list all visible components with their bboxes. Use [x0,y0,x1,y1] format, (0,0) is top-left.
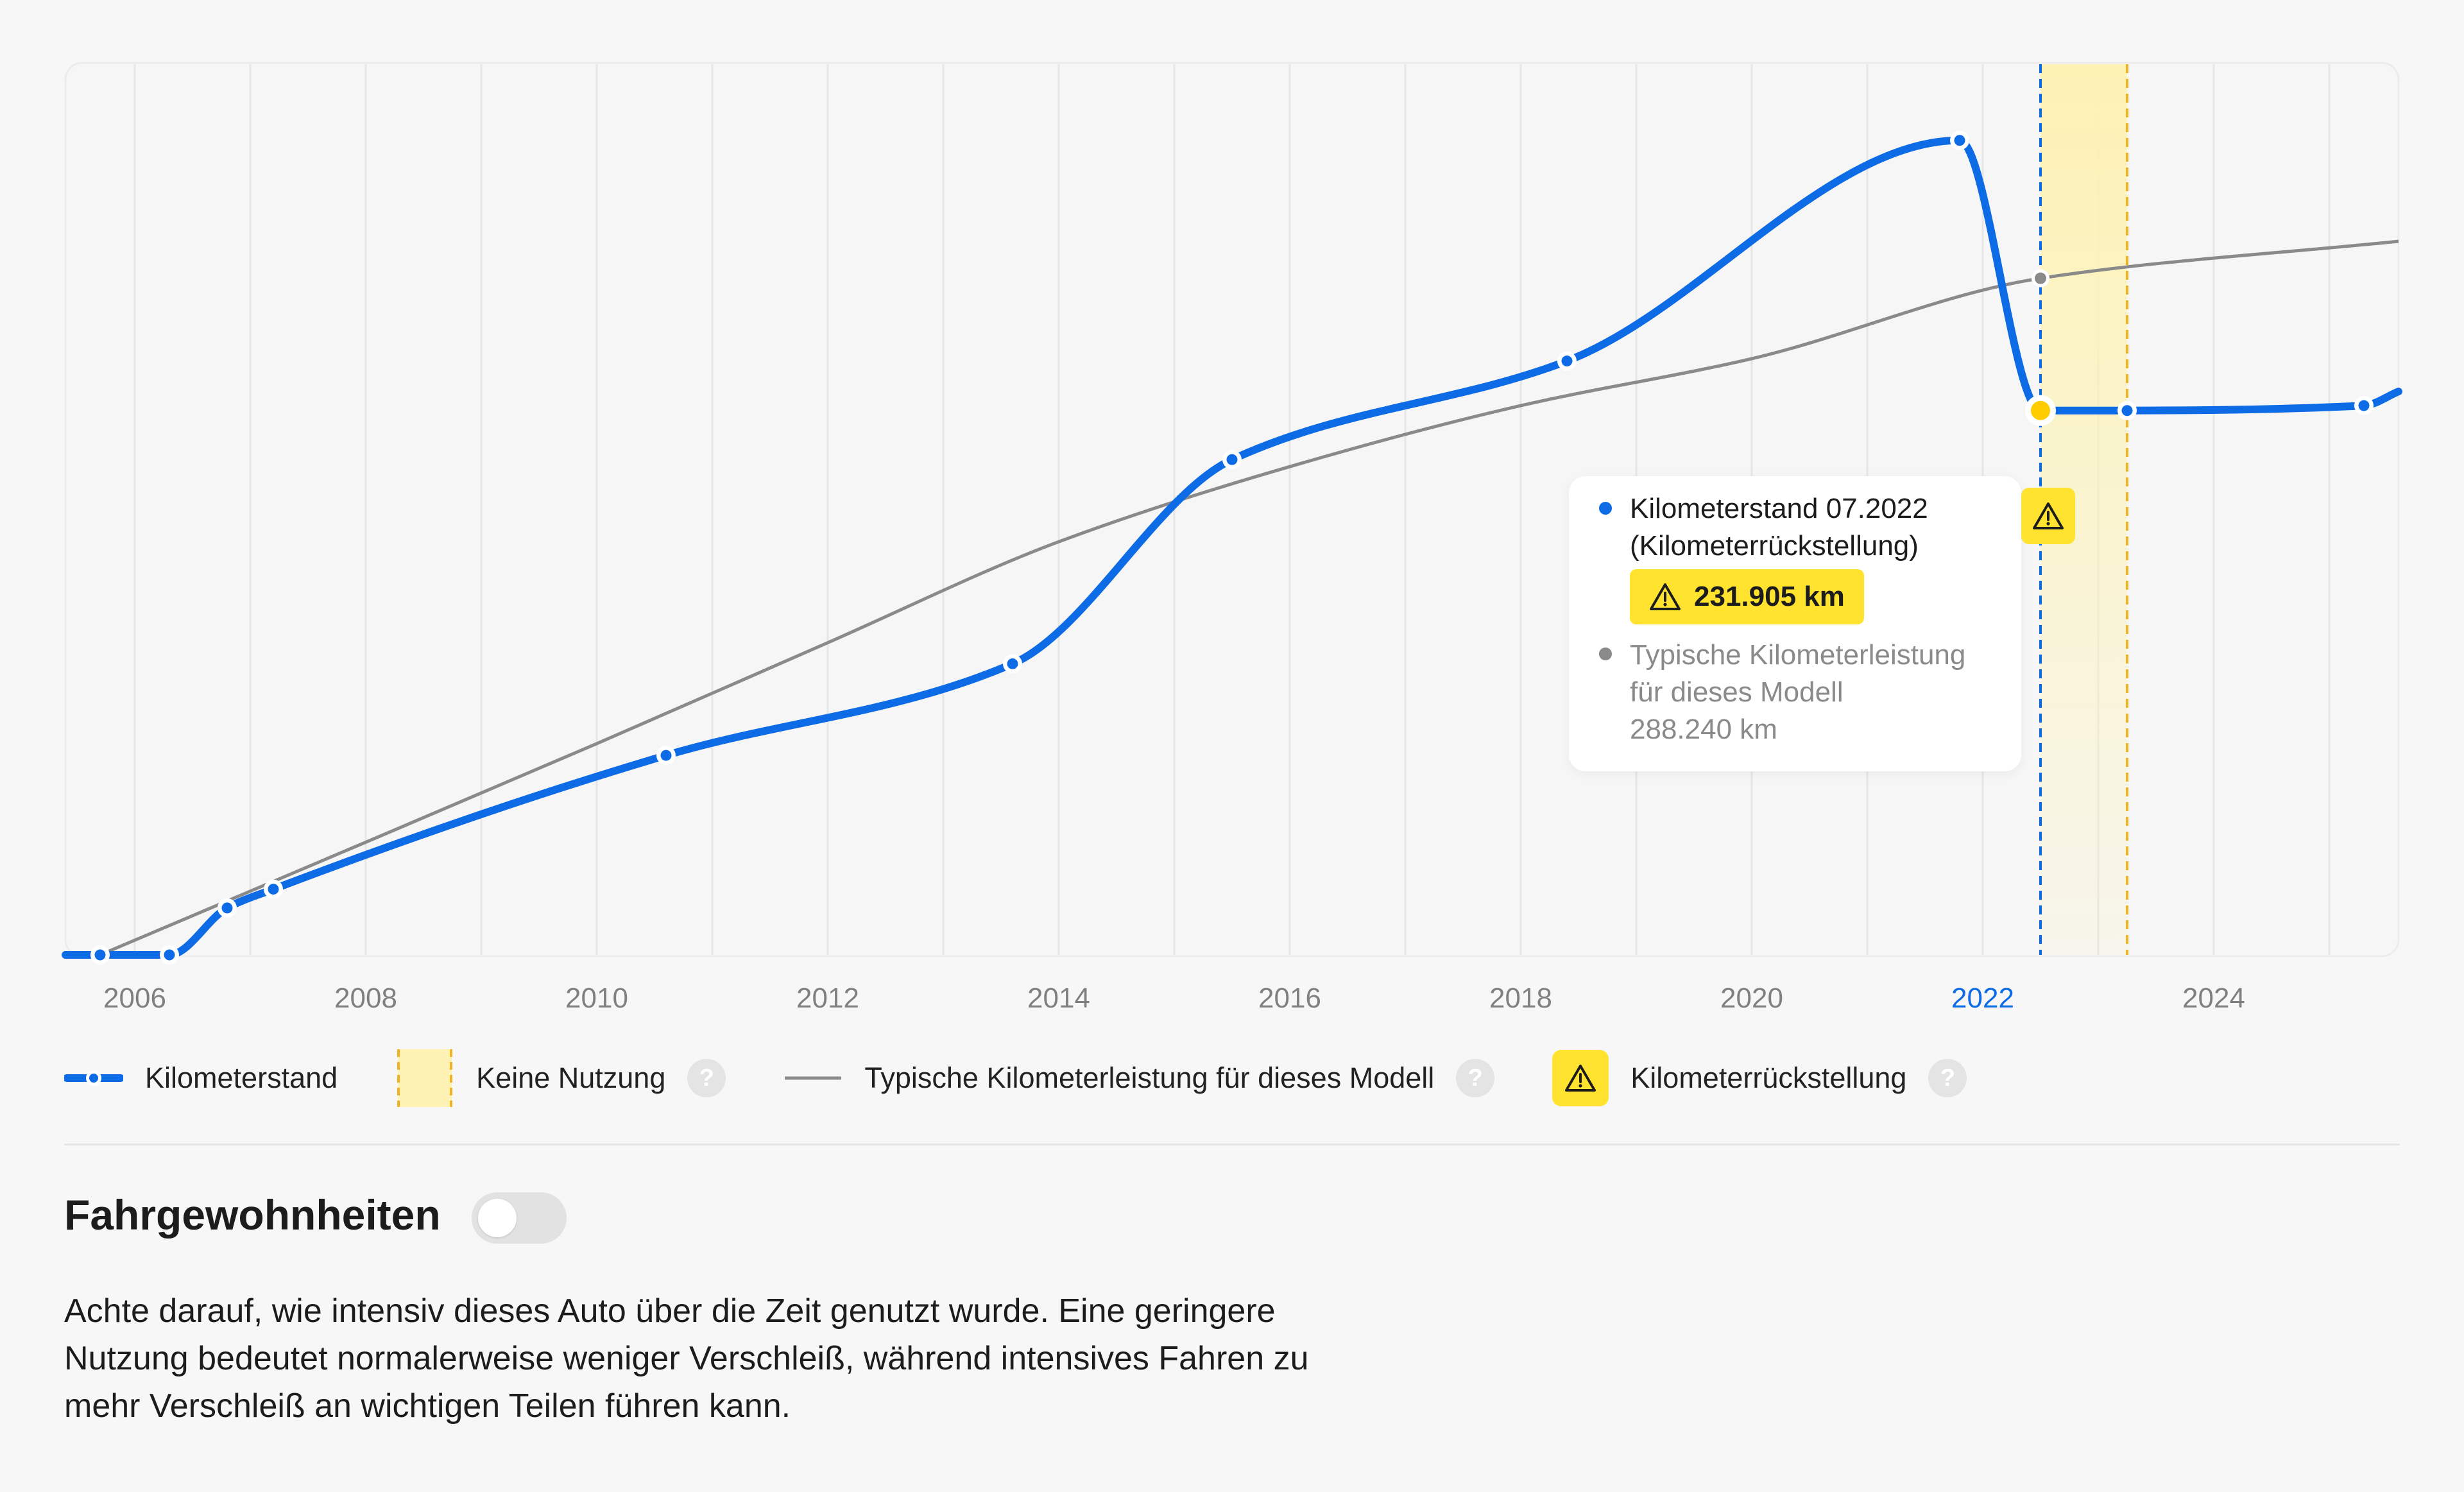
tooltip-value: 231.905 km [1694,581,1845,612]
typical-line-icon [783,1072,843,1085]
no-use-band-icon [395,1049,454,1107]
data-point [1561,356,1573,367]
tooltip-typical-dot [1599,647,1612,660]
rollback-warning-marker[interactable] [2021,488,2075,544]
data-point [221,902,233,914]
warning-icon [2033,502,2064,529]
help-icon[interactable]: ? [687,1059,726,1097]
legend-item-no-use: Keine Nutzung ? [395,1049,726,1107]
data-point [660,750,672,761]
typical-reference-point [2035,272,2046,284]
legend-label-typical: Typische Kilometerleistung für dieses Mo… [864,1061,1435,1094]
data-point [2358,400,2370,411]
section-divider [64,1144,2400,1145]
driving-habits-toggle[interactable] [472,1192,567,1244]
highlighted-point [2031,400,2050,420]
x-tick-label: 2010 [565,982,628,1014]
tooltip-mileage-dot [1599,502,1612,515]
x-tick-label: 2024 [2182,982,2245,1014]
tooltip-typical-line2: für dieses Modell [1630,676,1844,708]
warning-icon [1552,1050,1609,1106]
x-tick-label: 2016 [1258,982,1321,1014]
data-point [94,949,106,961]
mileage-series [62,130,2402,965]
typical-mileage-line [99,239,2399,957]
section-description: Achte darauf, wie intensiv dieses Auto ü… [64,1292,1309,1425]
x-tick-label: 2012 [796,982,859,1014]
tooltip-title-line1: Kilometerstand 07.2022 [1630,493,1928,524]
section-title: Fahrgewohnheiten [64,1191,441,1239]
mileage-tooltip: Kilometerstand 07.2022 (Kilometerrückste… [1569,476,2021,771]
x-tick-label: 2008 [334,982,397,1014]
x-tick-label: 2020 [1720,982,1783,1014]
x-tick-label: 2022 [1951,982,2014,1014]
legend-item-typical: Typische Kilometerleistung für dieses Mo… [783,1059,1495,1097]
help-icon[interactable]: ? [1456,1059,1495,1097]
data-point [2121,405,2133,416]
data-point [268,884,279,895]
warning-icon [1650,583,1681,610]
tooltip-typical-value: 288.240 km [1630,714,1777,745]
tooltip-value-badge: 231.905 km [1630,569,1864,624]
tooltip-typical-line1: Typische Kilometerleistung [1630,639,1966,671]
data-point [1007,658,1018,669]
tooltip-title-line2: (Kilometerrückstellung) [1630,530,1919,562]
mileage-line-icon [64,1065,123,1091]
typical-mileage-series [99,239,2399,957]
legend-label-no-use: Keine Nutzung [476,1061,666,1094]
mileage-chart: 2006 2008 2010 2012 2014 2016 2018 2020 2022 2024 [62,62,2402,1014]
legend-item-rollback: Kilometerrückstellung ? [1552,1050,1967,1106]
legend-item-mileage: Kilometerstand [64,1061,338,1095]
chart-legend: Kilometerstand Keine Nutzung ? Typische … [64,1049,2024,1107]
toggle-knob [478,1199,517,1237]
data-point [1954,135,1965,146]
legend-label-mileage: Kilometerstand [145,1061,338,1094]
x-tick-label: 2018 [1489,982,1552,1014]
x-tick-label: 2006 [103,982,166,1014]
legend-label-rollback: Kilometerrückstellung [1630,1061,1907,1094]
help-icon[interactable]: ? [1928,1059,1967,1097]
data-point [1226,454,1238,465]
data-point [164,949,175,961]
x-axis-ticks: 2006 2008 2010 2012 2014 2016 2018 2020 2022 2024 [103,982,2245,1014]
x-tick-label: 2014 [1027,982,1090,1014]
